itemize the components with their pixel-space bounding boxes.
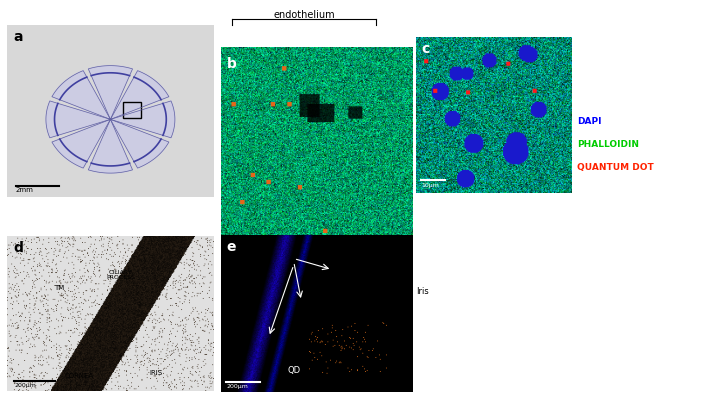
Polygon shape — [110, 120, 169, 168]
Text: QD: QD — [288, 366, 301, 375]
Polygon shape — [110, 71, 169, 120]
Text: Iris: Iris — [416, 287, 429, 296]
Text: CORNEA: CORNEA — [65, 374, 94, 380]
Text: TM: TM — [416, 139, 429, 148]
Polygon shape — [88, 66, 132, 120]
Text: PHALLOIDIN: PHALLOIDIN — [577, 140, 639, 149]
Polygon shape — [110, 101, 175, 138]
Text: TM: TM — [54, 285, 64, 291]
Text: endothelium: endothelium — [273, 10, 335, 20]
Text: d: d — [14, 241, 23, 255]
Text: QUANTUM DOT: QUANTUM DOT — [577, 163, 654, 172]
Text: 2mm: 2mm — [16, 187, 34, 194]
Text: IRIS: IRIS — [149, 370, 162, 376]
Text: e: e — [227, 240, 236, 254]
Polygon shape — [88, 120, 132, 173]
Polygon shape — [52, 120, 110, 168]
Text: a: a — [14, 30, 23, 44]
Text: c: c — [421, 42, 429, 56]
Text: 200μm: 200μm — [14, 382, 36, 387]
Text: CILIARY
PROCESS: CILIARY PROCESS — [106, 270, 135, 280]
Polygon shape — [52, 71, 110, 120]
Text: 200μm: 200μm — [226, 384, 248, 389]
Text: 10μm: 10μm — [421, 183, 439, 188]
Text: 40μm: 40μm — [228, 368, 245, 373]
Polygon shape — [46, 101, 110, 138]
Text: DAPI: DAPI — [577, 117, 602, 126]
Bar — [123, 102, 140, 117]
Text: b: b — [227, 57, 237, 71]
